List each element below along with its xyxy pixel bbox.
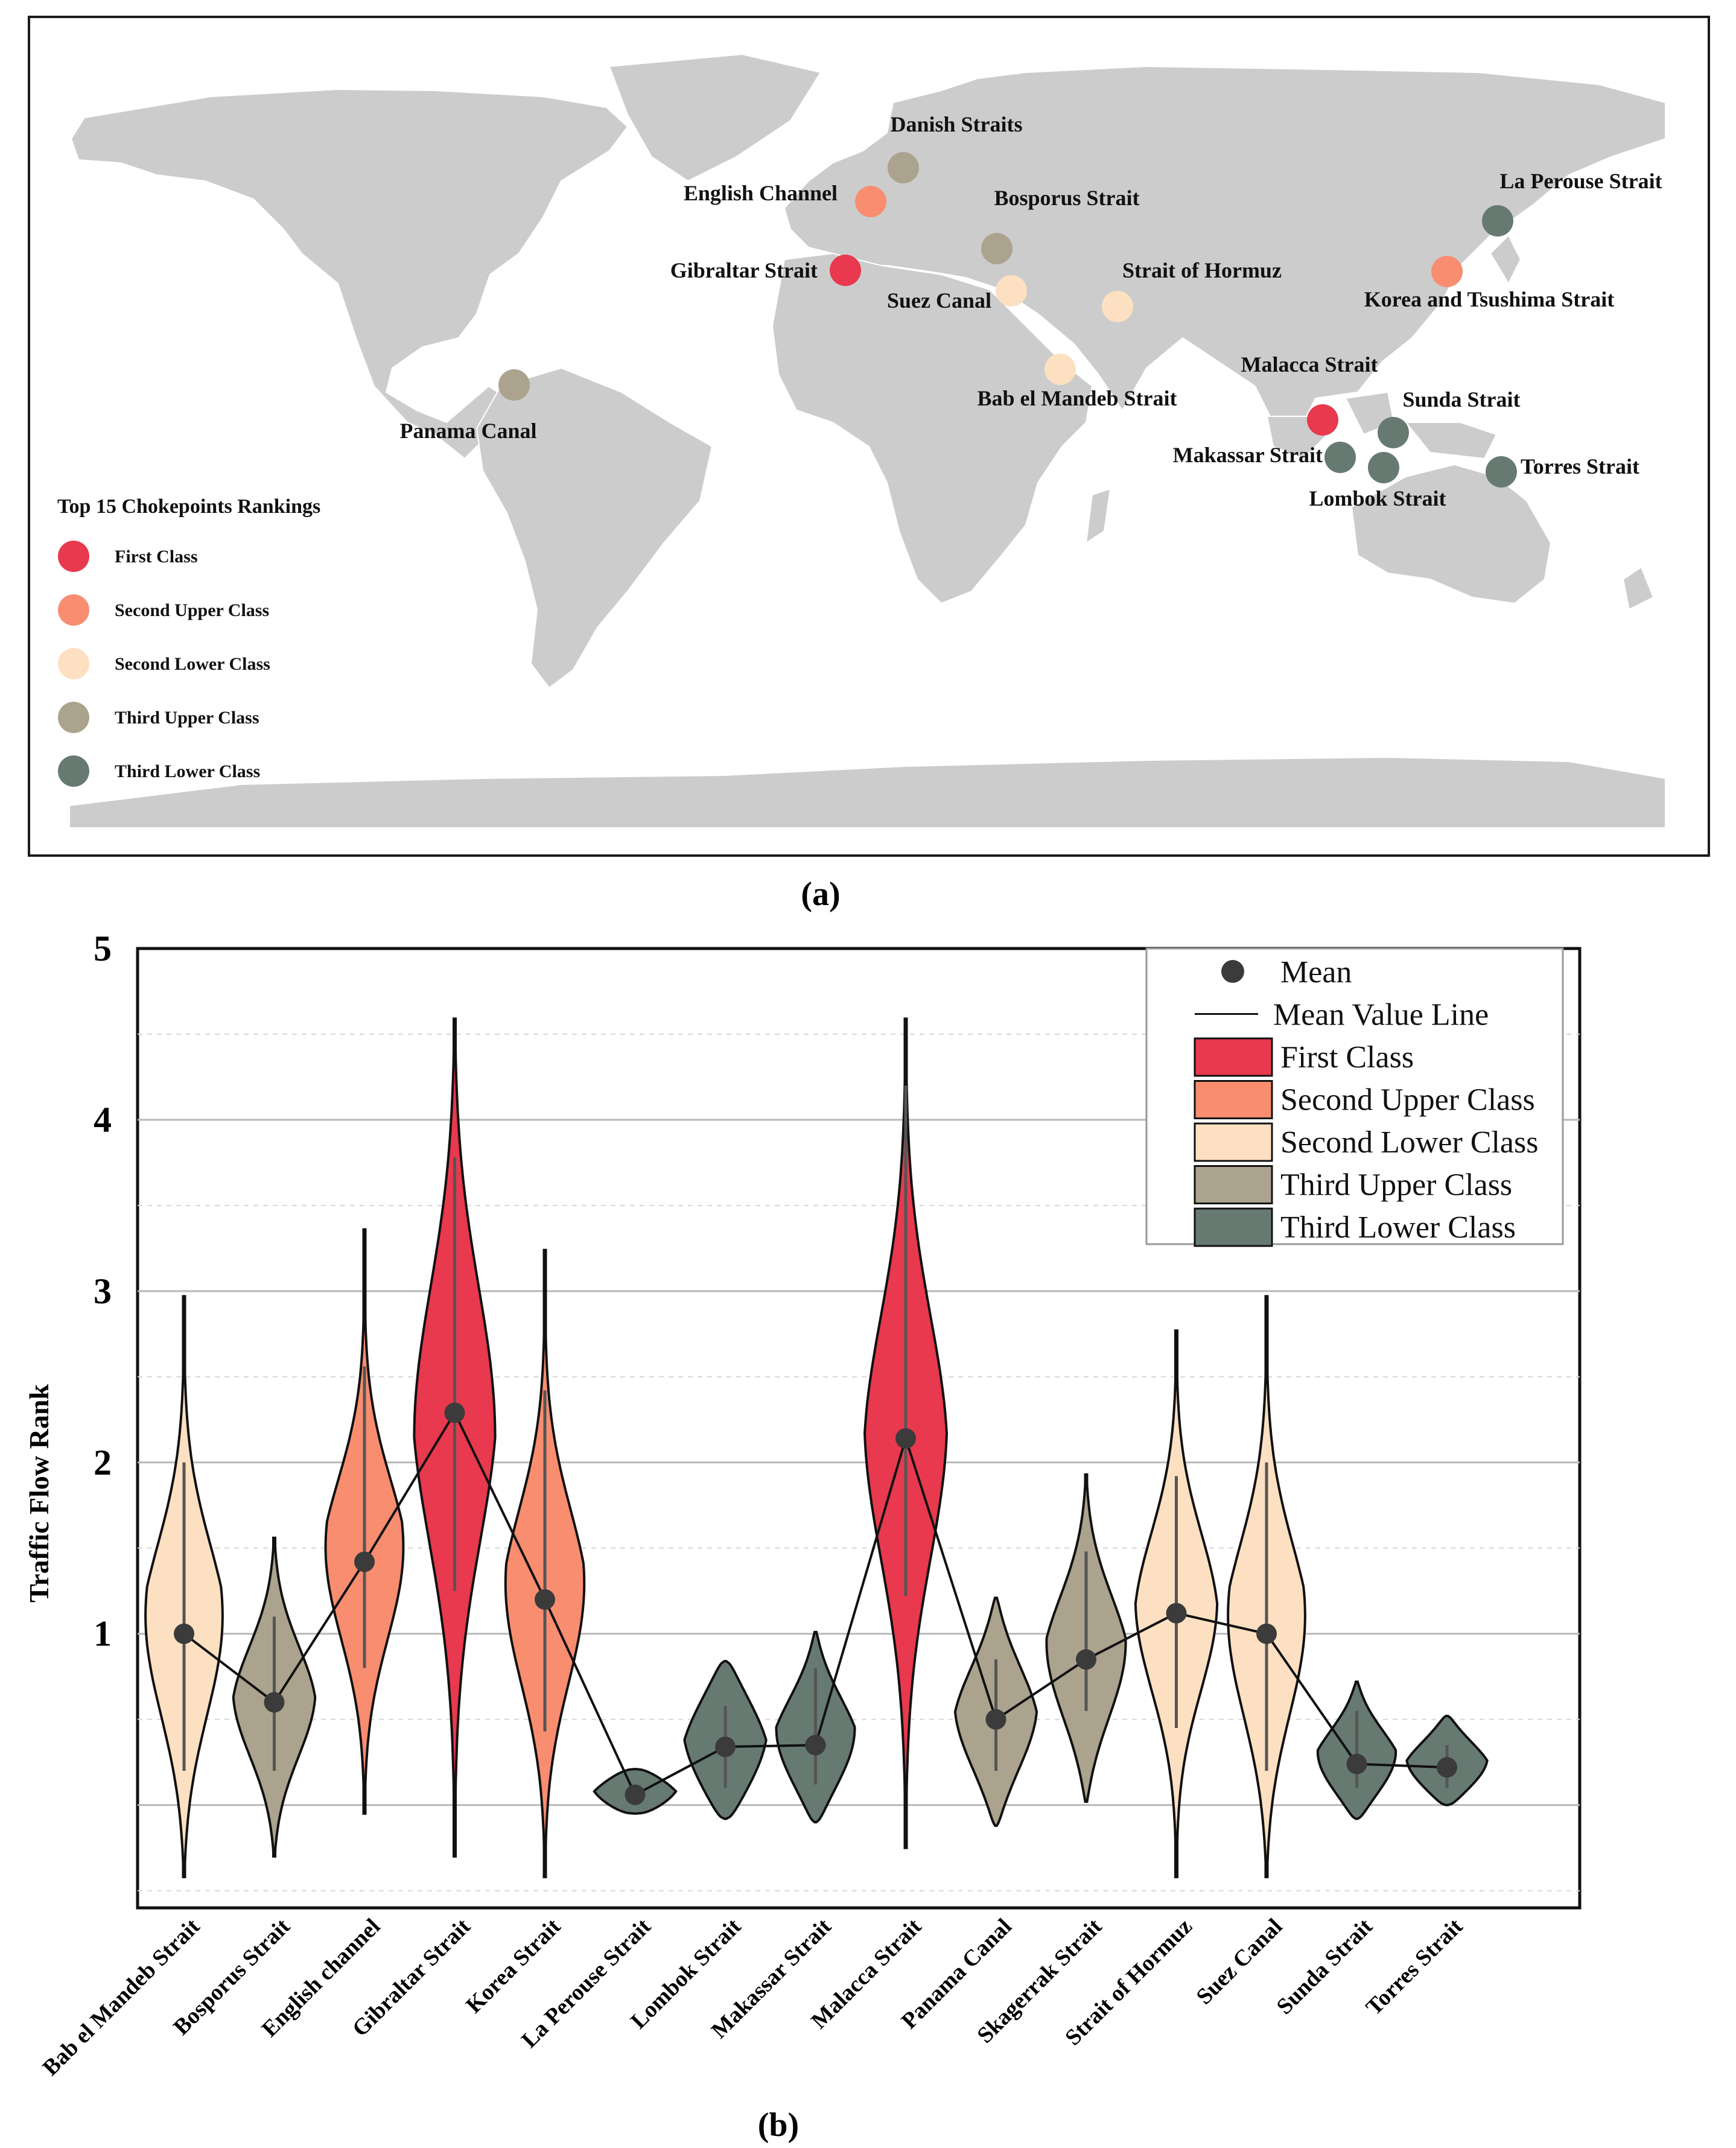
marker-bab-el-mandeb-strait <box>1044 354 1076 385</box>
legend-label-third-upper-class: Third Upper Class <box>1280 1168 1512 1203</box>
mean-marker-malacca-strait <box>895 1428 916 1449</box>
x-tick-bab-el-mandeb-strait: Bab el Mandeb Strait <box>38 1913 205 2080</box>
map-legend-label-third-lower-class: Third Lower Class <box>115 761 260 781</box>
legend-swatch-first-class <box>1194 1037 1273 1077</box>
mean-marker-bab-el-mandeb-strait <box>174 1623 194 1644</box>
marker-panama-canal <box>498 369 530 401</box>
mean-marker-torres-strait <box>1437 1757 1457 1778</box>
label-suez-canal: Suez Canal <box>887 288 991 313</box>
chart-legend: Mean Mean Value Line First Class Second Upp… <box>1145 947 1564 1247</box>
label-panama-canal: Panama Canal <box>399 419 536 443</box>
world-map <box>69 53 1666 828</box>
mean-marker-la-perouse-strait <box>625 1784 646 1805</box>
label-gibraltar-strait: Gibraltar Strait <box>670 258 818 282</box>
map-legend-label-third-upper-class: Third Upper Class <box>115 708 259 728</box>
map-legend-swatch-first-class <box>58 541 89 572</box>
mean-marker-strait-of-hormuz <box>1166 1603 1187 1624</box>
marker-bosporus-strait <box>981 233 1013 264</box>
marker-sunda-strait <box>1378 417 1409 448</box>
y-tick-label: 4 <box>94 1100 112 1140</box>
label-bosporus-strait: Bosporus Strait <box>994 186 1139 210</box>
map-legend-label-first-class: First Class <box>115 547 198 567</box>
marker-gibraltar-strait <box>830 255 861 286</box>
mean-marker-makassar-strait <box>805 1735 826 1756</box>
map-legend: Top 15 Chokepoints Rankings First Class Se… <box>57 495 320 787</box>
marker-strait-of-hormuz <box>1102 291 1133 322</box>
label-malacca-strait: Malacca Strait <box>1241 352 1378 377</box>
map-legend-label-second-lower-class: Second Lower Class <box>115 654 270 674</box>
y-tick-label: 3 <box>94 1271 112 1311</box>
map-legend-swatch-third-lower-class <box>58 755 89 787</box>
label-korea-and-tsushima-strait: Korea and Tsushima Strait <box>1364 287 1614 311</box>
mean-marker-gibraltar-strait <box>444 1402 465 1423</box>
label-english-channel: English Channel <box>684 181 838 205</box>
label-la-perouse-strait: La Perouse Strait <box>1499 169 1662 193</box>
legend-label-second-lower-class: Second Lower Class <box>1280 1125 1538 1160</box>
map-legend-label-second-upper-class: Second Upper Class <box>115 600 269 620</box>
marker-la-perouse-strait <box>1482 205 1513 237</box>
legend-line-label: Mean Value Line <box>1273 998 1489 1032</box>
legend-swatch-third-upper-class <box>1194 1165 1273 1204</box>
chokepoint-markers: Danish Straits English Channel Bosporus St… <box>399 112 1662 510</box>
legend-mean-marker <box>1221 960 1244 983</box>
legend-swatch-second-lower-class <box>1194 1122 1273 1162</box>
y-axis-label: Traffic Flow Rank <box>24 1384 54 1603</box>
x-tick-torres-strait: Torres Strait <box>1361 1913 1468 2020</box>
mean-marker-lombok-strait <box>715 1737 736 1758</box>
mean-marker-skagerrak-strait <box>1076 1649 1096 1670</box>
mean-marker-sunda-strait <box>1346 1753 1367 1775</box>
mean-marker-english-channel <box>354 1551 375 1572</box>
mean-marker-bosporus-strait <box>264 1692 285 1713</box>
map-legend-title: Top 15 Chokepoints Rankings <box>57 495 320 518</box>
y-tick-label: 5 <box>94 929 112 968</box>
marker-makassar-strait <box>1324 442 1356 473</box>
label-makassar-strait: Makassar Strait <box>1173 443 1323 467</box>
label-danish-straits: Danish Straits <box>890 112 1022 136</box>
panel-a-caption: (a) <box>801 875 840 913</box>
y-axis-ticks: 1 2 3 4 5 <box>94 929 112 1654</box>
marker-lombok-strait <box>1368 452 1399 483</box>
panel-b-caption: (b) <box>758 2106 799 2144</box>
map-legend-swatch-second-lower-class <box>58 648 89 679</box>
marker-korea-and-tsushima-strait <box>1431 256 1463 287</box>
marker-suez-canal <box>996 275 1027 307</box>
marker-torres-strait <box>1486 456 1517 488</box>
mean-markers <box>174 1402 1457 1805</box>
marker-danish-straits <box>888 152 919 183</box>
legend-label-first-class: First Class <box>1280 1040 1414 1075</box>
mean-marker-panama-canal <box>985 1709 1006 1730</box>
label-sunda-strait: Sunda Strait <box>1402 387 1520 411</box>
legend-swatch-third-lower-class <box>1194 1207 1273 1247</box>
y-tick-label: 1 <box>94 1614 112 1654</box>
marker-malacca-strait <box>1307 404 1338 436</box>
label-bab-el-mandeb-strait: Bab el Mandeb Strait <box>977 386 1177 410</box>
legend-label-third-lower-class: Third Lower Class <box>1280 1210 1516 1245</box>
map-legend-swatch-third-upper-class <box>58 702 89 733</box>
label-strait-of-hormuz: Strait of Hormuz <box>1122 258 1282 282</box>
mean-marker-suez-canal <box>1256 1623 1277 1644</box>
label-lombok-strait: Lombok Strait <box>1309 486 1446 510</box>
x-tick-suez-canal: Suez Canal <box>1192 1914 1288 2010</box>
mean-marker-korea-strait <box>535 1589 555 1610</box>
y-tick-label: 2 <box>94 1443 112 1482</box>
legend-label-second-upper-class: Second Upper Class <box>1280 1083 1535 1117</box>
legend-swatch-second-upper-class <box>1194 1080 1273 1119</box>
label-torres-strait: Torres Strait <box>1521 454 1639 478</box>
legend-mean-label: Mean <box>1280 955 1352 990</box>
map-legend-swatch-second-upper-class <box>58 594 89 626</box>
marker-english-channel <box>855 186 886 217</box>
